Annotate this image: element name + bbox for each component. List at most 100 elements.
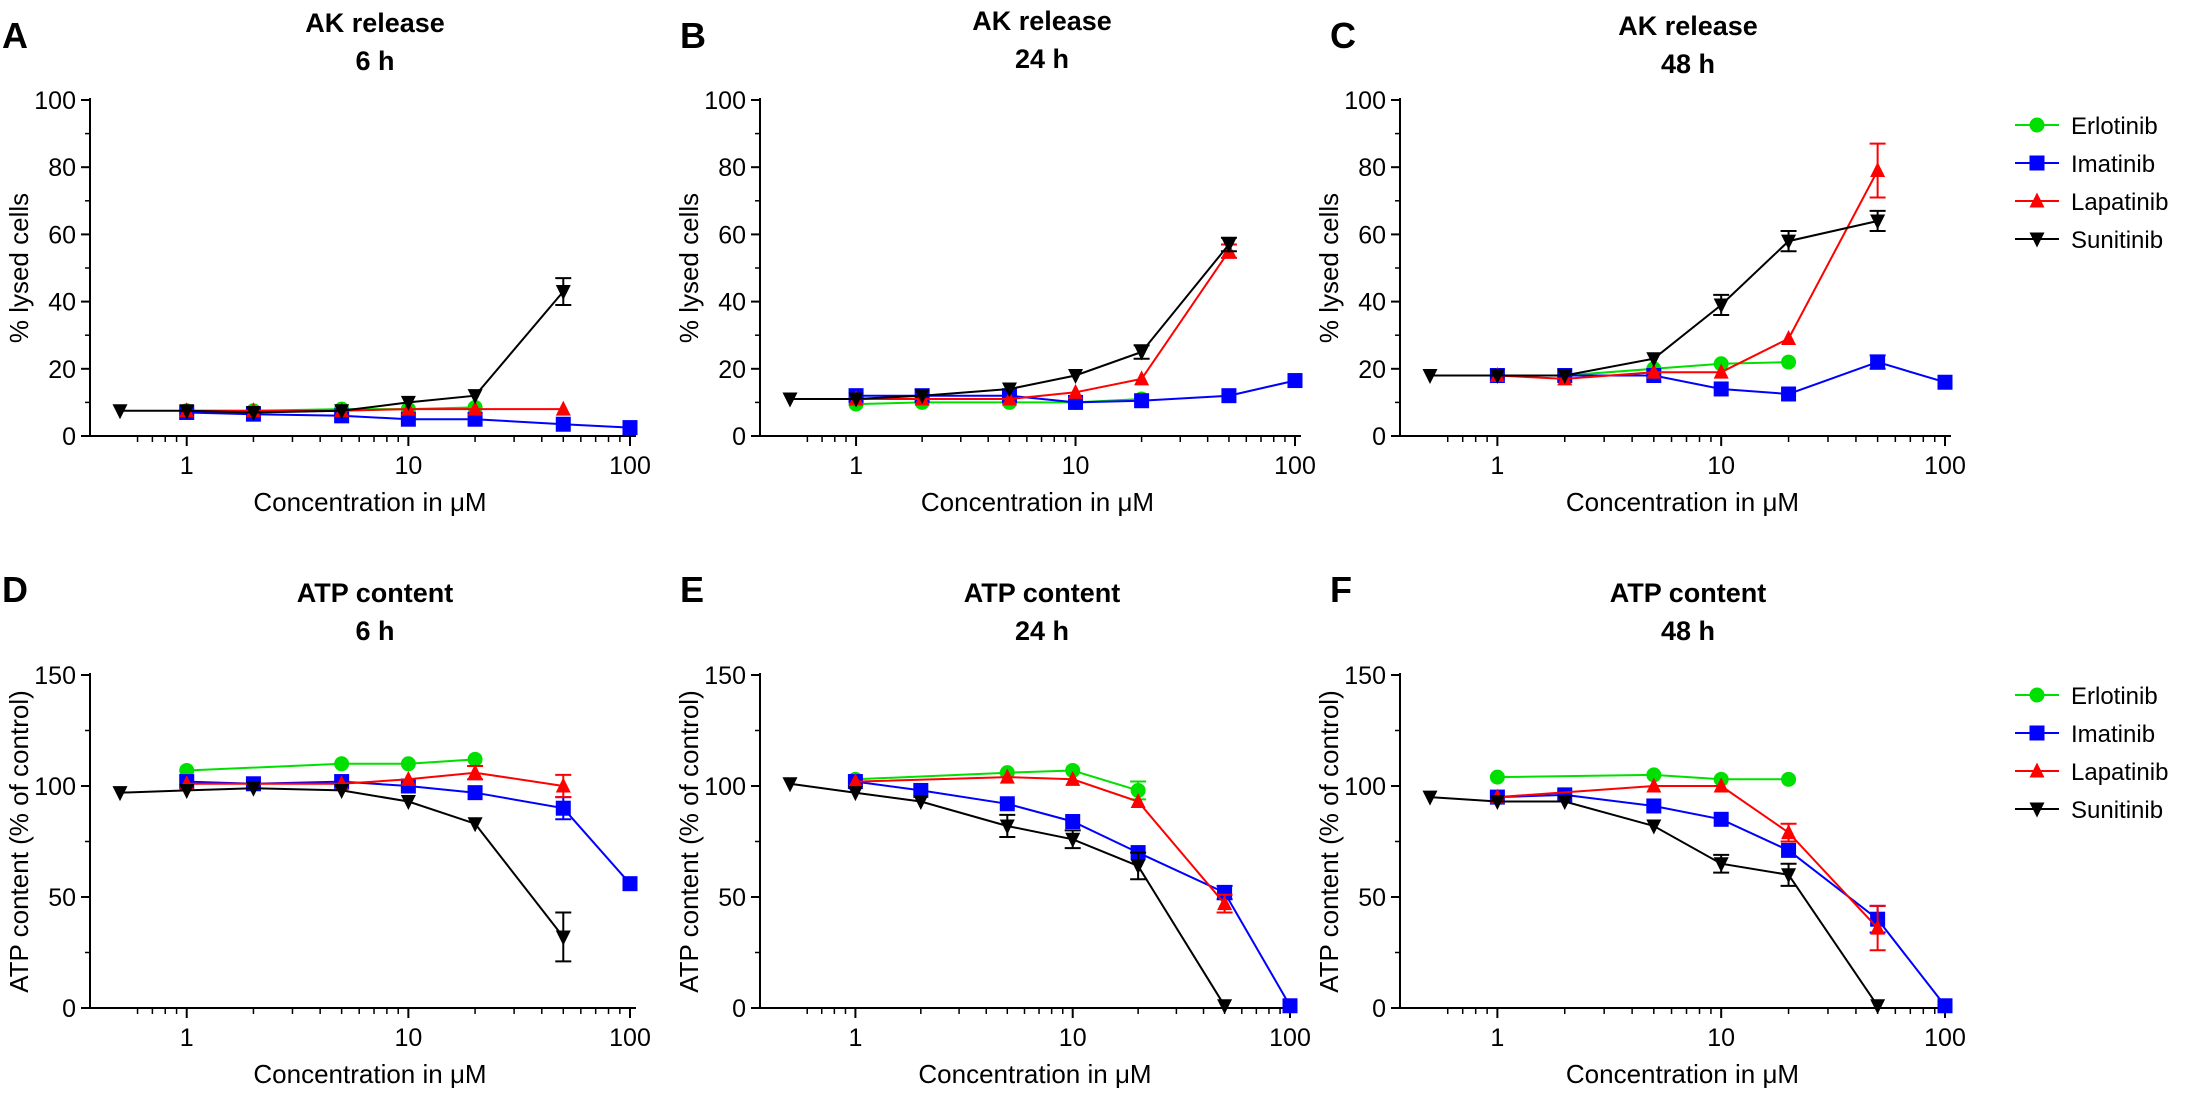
data-point-sunitinib xyxy=(555,930,571,946)
data-point-imatinib xyxy=(555,800,571,816)
data-point-erlotinib xyxy=(1065,762,1081,778)
data-point-imatinib xyxy=(1287,373,1303,389)
panel-subtitle-f: 48 h xyxy=(1661,616,1715,646)
x-tick-label-e: 10 xyxy=(1059,1024,1087,1052)
panel-title-f: ATP content xyxy=(1610,578,1767,608)
y-axis-title-c: % lysed cells xyxy=(1314,193,1344,343)
x-tick-label-d: 10 xyxy=(394,1024,422,1052)
data-point-imatinib xyxy=(999,796,1015,812)
data-point-sunitinib xyxy=(245,405,261,421)
x-tick-label-c: 1 xyxy=(1490,452,1504,480)
panel-subtitle-d: 6 h xyxy=(355,616,394,646)
y-tick-label-d: 100 xyxy=(34,773,76,801)
data-point-erlotinib xyxy=(1646,767,1662,783)
series-sunitinib-e xyxy=(782,777,1233,1015)
y-tick-label-a: 20 xyxy=(48,356,76,384)
data-point-sunitinib xyxy=(1781,868,1797,884)
legend-label-sunitinib: Sunitinib xyxy=(2071,227,2163,254)
data-point-sunitinib xyxy=(334,404,350,420)
data-point-imatinib xyxy=(1937,374,1953,390)
data-point-lapatinib xyxy=(467,764,483,780)
data-point-imatinib xyxy=(1937,998,1953,1014)
data-point-erlotinib xyxy=(334,756,350,772)
data-point-lapatinib xyxy=(1646,777,1662,793)
data-point-lapatinib xyxy=(1781,330,1797,346)
legend-label-imatinib: Imatinib xyxy=(2071,151,2155,178)
x-tick-label-a: 10 xyxy=(394,452,422,480)
y-tick-label-c: 20 xyxy=(1358,356,1386,384)
data-point-sunitinib xyxy=(1870,999,1886,1015)
data-point-lapatinib xyxy=(1001,390,1017,406)
data-point-imatinib xyxy=(1282,998,1298,1014)
data-point-sunitinib xyxy=(467,389,483,405)
data-point-sunitinib xyxy=(179,404,195,420)
data-point-sunitinib xyxy=(112,786,128,802)
series-sunitinib-a xyxy=(112,277,572,421)
x-tick-label-e: 1 xyxy=(848,1024,862,1052)
series-lapatinib-b xyxy=(848,242,1237,406)
data-point-lapatinib xyxy=(1713,363,1729,379)
data-point-sunitinib xyxy=(848,392,864,408)
y-tick-label-b: 60 xyxy=(718,221,746,249)
panel-letter-c: C xyxy=(1330,15,1356,56)
data-point-sunitinib xyxy=(1422,790,1438,806)
x-tick-label-d: 100 xyxy=(609,1024,651,1052)
data-point-lapatinib xyxy=(555,777,571,793)
data-point-sunitinib xyxy=(782,777,798,793)
y-tick-label-a: 60 xyxy=(48,221,76,249)
legend-label-erlotinib: Erlotinib xyxy=(2071,113,2158,140)
data-point-lapatinib xyxy=(847,773,863,789)
legend-marker-sunitinib xyxy=(2029,802,2045,818)
data-point-sunitinib xyxy=(1646,352,1662,368)
series-erlotinib-f xyxy=(1489,767,1797,787)
data-point-erlotinib xyxy=(1781,354,1797,370)
y-tick-label-c: 100 xyxy=(1344,87,1386,115)
data-point-lapatinib xyxy=(1781,824,1797,840)
series-line-sunitinib xyxy=(120,290,565,414)
data-point-sunitinib xyxy=(1557,369,1573,385)
data-point-sunitinib xyxy=(1065,832,1081,848)
data-point-imatinib xyxy=(622,876,638,892)
y-tick-label-a: 100 xyxy=(34,87,76,115)
data-point-sunitinib xyxy=(245,781,261,797)
panel-title-c: AK release xyxy=(1618,11,1758,41)
series-line-sunitinib xyxy=(790,243,1230,400)
series-lapatinib-e xyxy=(847,768,1233,914)
y-tick-label-d: 150 xyxy=(34,662,76,690)
panel-title-d: ATP content xyxy=(297,578,454,608)
data-point-sunitinib xyxy=(1557,795,1573,811)
panel-letter-f: F xyxy=(1330,569,1352,610)
data-point-sunitinib xyxy=(913,795,929,811)
data-point-imatinib xyxy=(467,785,483,801)
y-tick-label-b: 0 xyxy=(732,423,746,451)
data-point-sunitinib xyxy=(1646,819,1662,835)
data-point-lapatinib xyxy=(1870,162,1886,178)
x-tick-label-f: 1 xyxy=(1490,1024,1504,1052)
y-tick-label-b: 80 xyxy=(718,154,746,182)
legend-1: Erlotinib Imatinib Lapatinib Sunitinib xyxy=(2015,113,2168,254)
legend-marker-sunitinib xyxy=(2029,232,2045,248)
data-point-lapatinib xyxy=(1065,770,1081,786)
x-tick-label-c: 10 xyxy=(1707,452,1735,480)
data-point-imatinib xyxy=(1646,798,1662,814)
data-point-imatinib xyxy=(555,416,571,432)
x-tick-label-c: 100 xyxy=(1924,452,1966,480)
data-point-erlotinib xyxy=(1781,771,1797,787)
series-lapatinib-f xyxy=(1489,777,1886,952)
data-point-sunitinib xyxy=(400,795,416,811)
legend-marker-erlotinib xyxy=(2029,687,2045,703)
x-tick-label-b: 1 xyxy=(849,452,863,480)
y-tick-label-c: 40 xyxy=(1358,289,1386,317)
data-point-lapatinib xyxy=(1713,777,1729,793)
x-tick-label-a: 1 xyxy=(180,452,194,480)
y-tick-label-a: 40 xyxy=(48,289,76,317)
y-axis-title-e: ATP content (% of control) xyxy=(674,690,704,993)
data-point-imatinib xyxy=(1781,386,1797,402)
series-imatinib-e xyxy=(847,774,1298,1014)
data-point-sunitinib xyxy=(179,783,195,799)
x-tick-label-b: 10 xyxy=(1062,452,1090,480)
data-point-sunitinib xyxy=(847,786,863,802)
series-sunitinib-b xyxy=(782,236,1237,408)
data-point-lapatinib xyxy=(1130,793,1146,809)
y-tick-label-e: 150 xyxy=(704,662,746,690)
